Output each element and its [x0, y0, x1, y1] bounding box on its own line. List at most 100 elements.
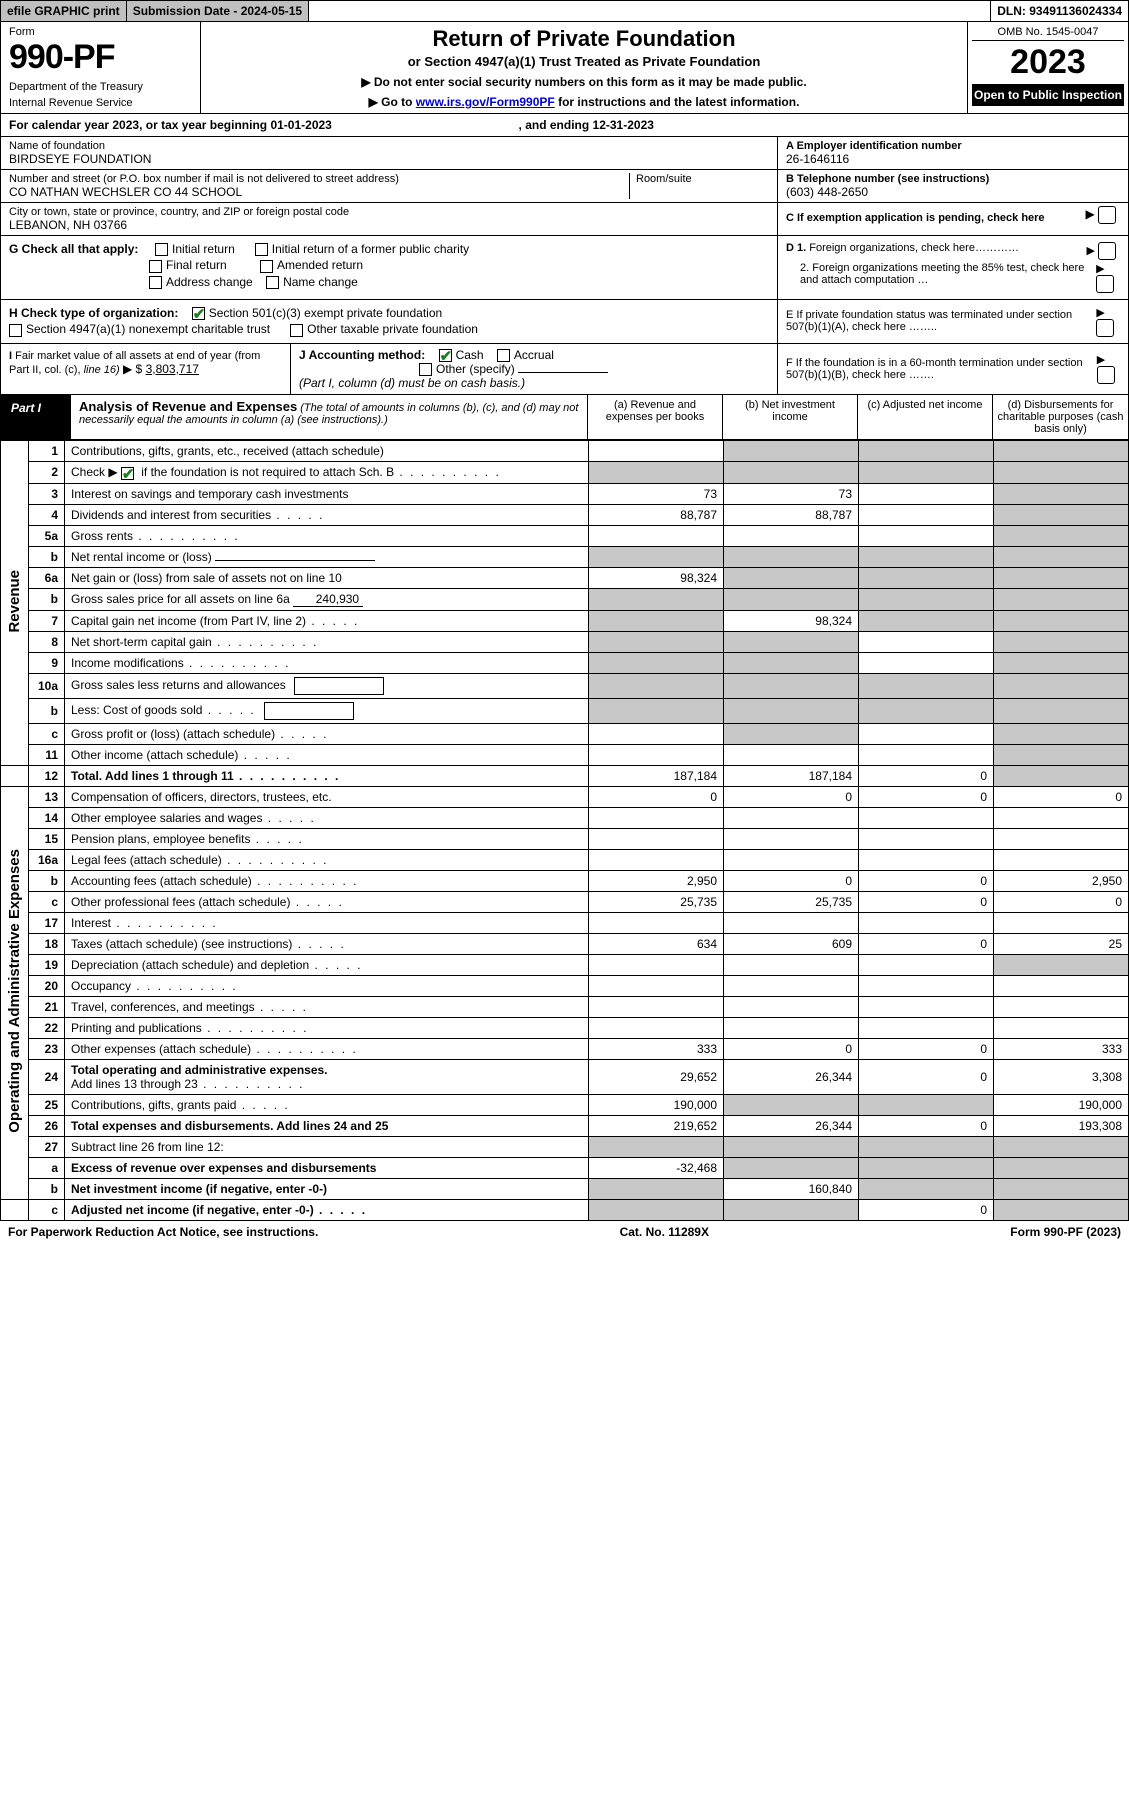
- ln-6b: b: [29, 588, 65, 610]
- g-final-return-checkbox[interactable]: [149, 260, 162, 273]
- g-amended-checkbox[interactable]: [260, 260, 273, 273]
- instructions-link[interactable]: www.irs.gov/Form990PF: [416, 95, 555, 109]
- phone-value: (603) 448-2650: [786, 185, 1120, 199]
- ln-24: 24: [29, 1059, 65, 1094]
- desc-6b: Gross sales price for all assets on line…: [65, 588, 589, 610]
- desc-20: Occupancy: [65, 975, 589, 996]
- r4-d: [994, 504, 1129, 525]
- r24-c: 0: [859, 1059, 994, 1094]
- r18-a: 634: [589, 933, 724, 954]
- r27a-a: -32,468: [589, 1157, 724, 1178]
- desc-16a: Legal fees (attach schedule): [65, 849, 589, 870]
- r4-b: 88,787: [724, 504, 859, 525]
- ln-7: 7: [29, 610, 65, 631]
- form-word: Form: [9, 26, 192, 38]
- desc-8: Net short-term capital gain: [65, 631, 589, 652]
- r23-c: 0: [859, 1038, 994, 1059]
- f-checkbox[interactable]: [1097, 366, 1115, 384]
- c-checkbox[interactable]: [1098, 206, 1116, 224]
- ln-11: 11: [29, 744, 65, 765]
- submission-date-cell: Submission Date - 2024-05-15: [127, 1, 309, 21]
- footer-left: For Paperwork Reduction Act Notice, see …: [8, 1225, 318, 1239]
- desc-6a: Net gain or (loss) from sale of assets n…: [65, 567, 589, 588]
- g-name-change-checkbox[interactable]: [266, 276, 279, 289]
- check-section-he: H Check type of organization: Section 50…: [0, 300, 1129, 344]
- r6a-a: 98,324: [589, 567, 724, 588]
- g-address-change-checkbox[interactable]: [149, 276, 162, 289]
- ln-22: 22: [29, 1017, 65, 1038]
- omb-number: OMB No. 1545-0047: [972, 24, 1124, 41]
- sidetab-revenue: Revenue: [1, 441, 29, 765]
- city-label: City or town, state or province, country…: [9, 206, 769, 218]
- r27c-c: 0: [859, 1199, 994, 1220]
- r16c-a: 25,735: [589, 891, 724, 912]
- ln-16b: b: [29, 870, 65, 891]
- city-value: LEBANON, NH 03766: [9, 218, 769, 232]
- g-opt-4: Address change: [166, 275, 253, 289]
- r24-a: 29,652: [589, 1059, 724, 1094]
- footer-mid: Cat. No. 11289X: [620, 1225, 709, 1239]
- r1-c: [859, 441, 994, 462]
- h-other-checkbox[interactable]: [290, 324, 303, 337]
- f-cell: F If the foundation is in a 60-month ter…: [778, 344, 1128, 395]
- r23-b: 0: [724, 1038, 859, 1059]
- r12-c: 0: [859, 765, 994, 786]
- efile-label: efile GRAPHIC print: [1, 1, 127, 21]
- form-number: 990-PF: [9, 38, 192, 77]
- form-header-right: OMB No. 1545-0047 2023 Open to Public In…: [968, 22, 1128, 113]
- ln-27: 27: [29, 1136, 65, 1157]
- j-other-checkbox[interactable]: [419, 363, 432, 376]
- r3-b: 73: [724, 483, 859, 504]
- i-cell: I Fair market value of all assets at end…: [1, 344, 291, 395]
- tax-year: 2023: [972, 41, 1124, 84]
- col-c-head: (c) Adjusted net income: [858, 395, 993, 439]
- submission-date: 2024-05-15: [241, 4, 302, 18]
- e-checkbox[interactable]: [1096, 319, 1114, 337]
- form-header: Form 990-PF Department of the Treasury I…: [0, 22, 1129, 114]
- j-cash-checkbox[interactable]: [439, 349, 452, 362]
- calyear-pre: For calendar year 2023, or tax year begi…: [9, 118, 270, 132]
- h-opt-3: Other taxable private foundation: [307, 322, 478, 336]
- instr2-pre: ▶ Go to: [369, 95, 416, 109]
- form-subtitle: or Section 4947(a)(1) Trust Treated as P…: [209, 54, 959, 69]
- r24-d: 3,308: [994, 1059, 1129, 1094]
- r26-d: 193,308: [994, 1115, 1129, 1136]
- h-4947-checkbox[interactable]: [9, 324, 22, 337]
- r2-checkbox[interactable]: [121, 467, 134, 480]
- dln-label: DLN:: [997, 4, 1029, 18]
- dept-treasury: Department of the Treasury: [9, 81, 192, 93]
- c-row: C If exemption application is pending, c…: [778, 203, 1128, 227]
- j-accrual-checkbox[interactable]: [497, 349, 510, 362]
- r18-b: 609: [724, 933, 859, 954]
- d2-label: 2. Foreign organizations meeting the 85%…: [786, 262, 1096, 293]
- d2-checkbox[interactable]: [1096, 275, 1114, 293]
- ein-label: A Employer identification number: [786, 140, 1120, 152]
- ln-4: 4: [29, 504, 65, 525]
- desc-1: Contributions, gifts, grants, etc., rece…: [65, 441, 589, 462]
- ln-27c: c: [29, 1199, 65, 1220]
- footer-right: Form 990-PF (2023): [1010, 1225, 1121, 1239]
- calyear-end: 12-31-2023: [593, 118, 654, 132]
- d1-checkbox[interactable]: [1098, 242, 1116, 260]
- part1-tag: Part I: [1, 395, 71, 439]
- desc-10b: Less: Cost of goods sold: [65, 698, 589, 723]
- desc-7: Capital gain net income (from Part IV, l…: [65, 610, 589, 631]
- calendar-year-row: For calendar year 2023, or tax year begi…: [0, 114, 1129, 137]
- footer: For Paperwork Reduction Act Notice, see …: [0, 1221, 1129, 1243]
- ln-9: 9: [29, 652, 65, 673]
- top-bar: efile GRAPHIC print Submission Date - 20…: [0, 0, 1129, 22]
- addr-value: CO NATHAN WECHSLER CO 44 SCHOOL: [9, 185, 629, 199]
- ln-23: 23: [29, 1038, 65, 1059]
- ln-3: 3: [29, 483, 65, 504]
- ln-10a: 10a: [29, 673, 65, 698]
- ln-14: 14: [29, 807, 65, 828]
- g-initial-return-checkbox[interactable]: [155, 243, 168, 256]
- ln-16c: c: [29, 891, 65, 912]
- desc-27a: Excess of revenue over expenses and disb…: [65, 1157, 589, 1178]
- ln-18: 18: [29, 933, 65, 954]
- ln-2: 2: [29, 462, 65, 483]
- g-initial-former-checkbox[interactable]: [255, 243, 268, 256]
- name-label: Name of foundation: [9, 140, 769, 152]
- h-501c3-checkbox[interactable]: [192, 307, 205, 320]
- ln-8: 8: [29, 631, 65, 652]
